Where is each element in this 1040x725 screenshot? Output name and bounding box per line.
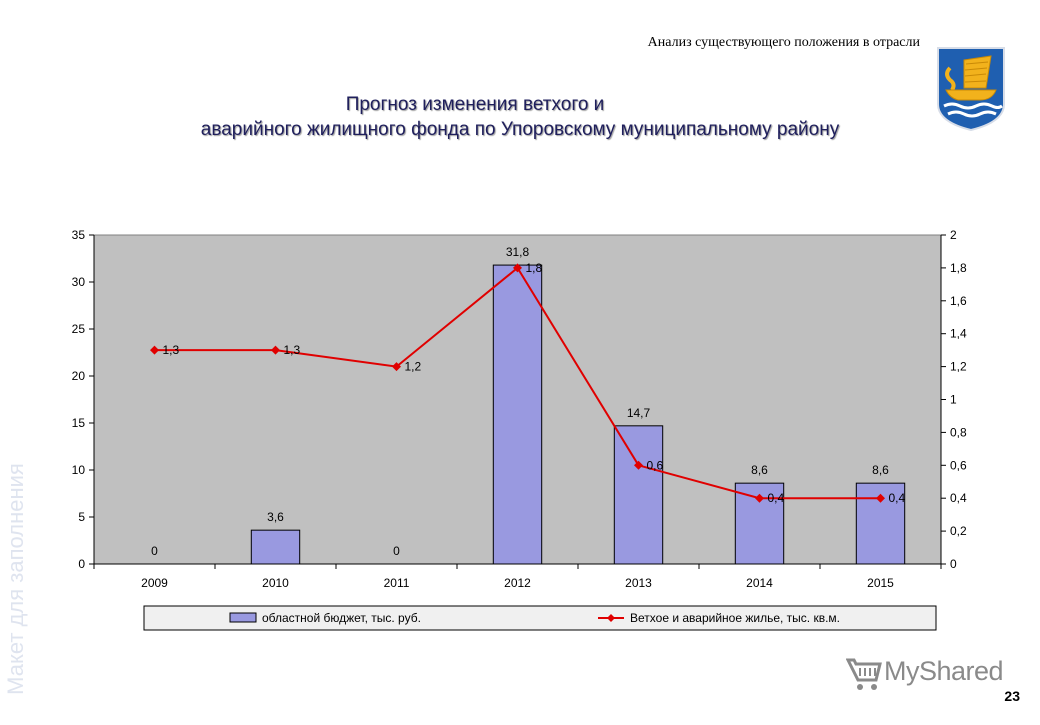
y-right-tick-label: 0 <box>950 557 957 571</box>
x-tick-label: 2015 <box>867 576 894 590</box>
bar-data-label: 0 <box>393 544 400 558</box>
bar-data-label: 8,6 <box>751 463 768 477</box>
line-point <box>150 345 159 355</box>
bar <box>613 425 664 565</box>
line-point <box>755 493 764 503</box>
y-right-tick-label: 0,2 <box>950 524 967 538</box>
line-data-label: 1,8 <box>526 261 543 275</box>
brand-logo: MyShared <box>846 654 1006 694</box>
line-data-label: 0,6 <box>647 458 664 472</box>
y-right-tick-label: 2 <box>950 228 957 242</box>
y-right-tick-label: 0,4 <box>950 491 967 505</box>
line-data-label: 1,3 <box>284 343 301 357</box>
line-data-label: 1,2 <box>405 360 422 374</box>
y-left-tick-label: 5 <box>78 510 85 524</box>
line-point <box>876 493 885 503</box>
legend <box>143 605 937 631</box>
line-data-label: 1,3 <box>163 343 180 357</box>
line-data-label: 0,4 <box>889 491 906 505</box>
side-watermark: Макет для заполнения <box>3 463 28 695</box>
line-data-label: 0,4 <box>768 491 785 505</box>
line-point <box>271 345 280 355</box>
line-point <box>513 263 522 273</box>
page-title-line-2: аварийного жилищного фонда по Упоровском… <box>200 119 840 140</box>
coat-of-arms-boat-icon <box>936 46 1006 132</box>
bar-data-label: 8,6 <box>872 463 889 477</box>
y-right-tick-label: 0,8 <box>950 425 967 439</box>
x-tick-label: 2012 <box>504 576 531 590</box>
legend-bar-swatch <box>229 612 257 623</box>
y-left-tick-label: 10 <box>72 463 86 477</box>
legend-line-marker <box>607 614 615 622</box>
bar-data-label: 3,6 <box>267 510 284 524</box>
y-right-tick-label: 1,4 <box>950 327 967 341</box>
bar-data-label: 31,8 <box>506 245 530 259</box>
y-left-tick-label: 20 <box>72 369 86 383</box>
x-tick-label: 2013 <box>625 576 652 590</box>
y-left-tick-label: 15 <box>72 416 86 430</box>
y-right-tick-label: 1,6 <box>950 294 967 308</box>
y-left-tick-label: 35 <box>72 228 86 242</box>
legend-bar-label: областной бюджет, тыс. руб. <box>262 611 421 625</box>
header-subtitle: Анализ существующего положения в отрасли <box>647 35 920 50</box>
legend-line-label: Ветхое и аварийное жилье, тыс. кв.м. <box>630 611 840 625</box>
y-right-tick-label: 1,2 <box>950 360 967 374</box>
x-tick-label: 2011 <box>384 576 410 590</box>
y-left-tick-label: 30 <box>72 275 86 289</box>
page-title-line-1: Прогноз изменения ветхого и <box>345 94 605 115</box>
bar-data-label: 0 <box>151 544 158 558</box>
y-right-tick-label: 0,6 <box>950 458 967 472</box>
x-tick-label: 2010 <box>262 576 289 590</box>
y-left-tick-label: 25 <box>72 322 86 336</box>
x-tick-label: 2014 <box>746 576 773 590</box>
y-left-tick-label: 0 <box>78 557 85 571</box>
page-title: Прогноз изменения ветхого и аварийного ж… <box>120 92 920 142</box>
x-tick-label: 2009 <box>141 576 168 590</box>
line-point <box>392 362 401 372</box>
y-right-tick-label: 1 <box>950 393 957 407</box>
y-right-tick-label: 1,8 <box>950 261 967 275</box>
bar <box>492 264 543 565</box>
bar <box>250 529 301 565</box>
brand-text: MyShared <box>884 656 1004 686</box>
bar-data-label: 14,7 <box>627 406 651 420</box>
page-number: 23 <box>1004 688 1020 704</box>
line-point <box>634 460 643 470</box>
